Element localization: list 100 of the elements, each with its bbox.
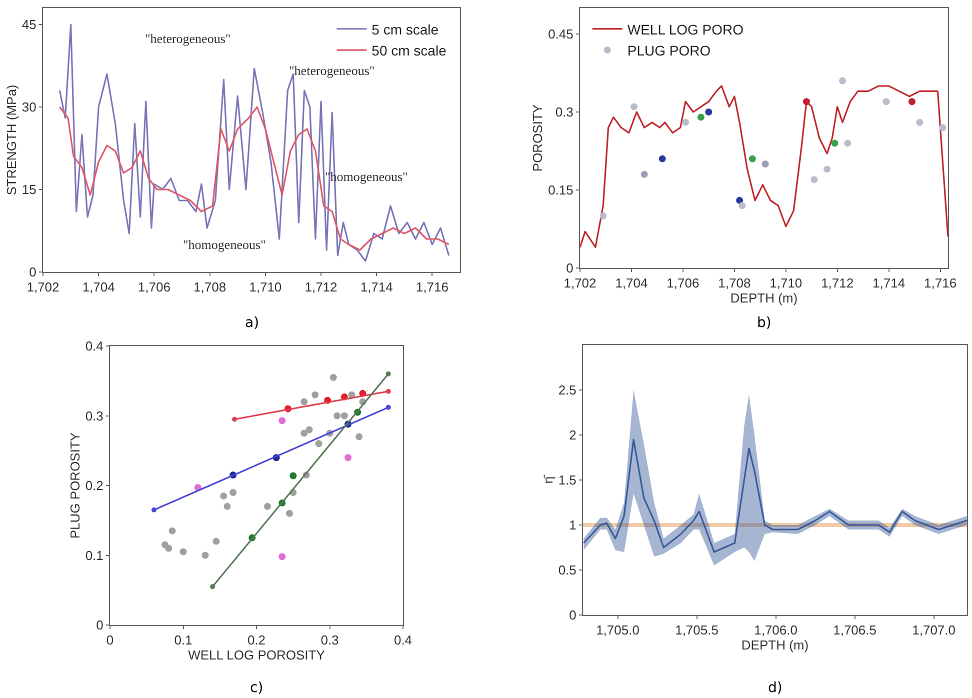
point (738, 202, 746, 210)
x-tick-label: 1,705.5 (675, 622, 718, 638)
x-tick-label: 1,706 (138, 280, 170, 295)
point (300, 430, 308, 437)
point (151, 507, 156, 512)
point (386, 388, 391, 394)
y-tick-label: 0 (569, 608, 576, 623)
point (264, 502, 271, 510)
y-tick-label: 0.45 (548, 26, 574, 42)
x-tick-label: 1,708 (194, 280, 226, 295)
annotation: "heterogeneous" (289, 63, 375, 78)
text: d) (768, 680, 782, 696)
y-axis-title: POROSITY (530, 104, 546, 172)
text: b) (757, 315, 772, 331)
point (939, 124, 946, 132)
y-tick-label: 45 (22, 17, 36, 32)
line-series (580, 85, 948, 248)
point (908, 98, 916, 106)
x-tick-label: 0.1 (174, 632, 192, 648)
y-tick-label: 0.5 (558, 562, 576, 578)
point (386, 371, 391, 376)
x-tick-label: 0.2 (247, 632, 266, 648)
point (202, 552, 209, 559)
legend-label: 5 cm scale (372, 21, 439, 38)
x-tick-label: 1,706 (666, 276, 700, 291)
point (165, 544, 172, 552)
x-tick-label: 0.3 (320, 632, 339, 648)
line-series (58, 24, 450, 262)
legend-label: PLUG PORO (627, 42, 711, 58)
point (682, 118, 690, 126)
y-tick-label: 0 (566, 260, 574, 276)
x-tick-label: 1,707.0 (912, 622, 956, 638)
text: a) (245, 315, 260, 331)
point (224, 502, 231, 510)
point (824, 166, 831, 173)
point (916, 118, 924, 126)
point (330, 374, 337, 381)
line-series (58, 106, 450, 251)
line-series (583, 438, 967, 553)
point (386, 404, 391, 410)
point (356, 433, 363, 440)
x-tick-label: 1,714 (872, 276, 906, 291)
point (600, 212, 607, 220)
y-tick-label: 0.3 (85, 408, 104, 424)
y-tick-label: 15 (22, 182, 36, 198)
x-axis-title: WELL LOG POROSITY (188, 648, 326, 663)
annotation: "homogeneous" (183, 237, 266, 252)
x-tick-label: 1,704 (615, 276, 648, 291)
point (306, 426, 313, 434)
x-axis-title: DEPTH (m) (741, 638, 809, 653)
x-tick-label: 1,708 (718, 276, 751, 291)
x-tick-label: 1,712 (304, 280, 338, 295)
point (658, 155, 666, 162)
y-tick-label: 0.3 (555, 104, 574, 120)
y-tick-label: 30 (22, 100, 36, 115)
point (810, 176, 818, 184)
legend-label: WELL LOG PORO (627, 21, 744, 38)
point (697, 114, 704, 121)
point (831, 140, 838, 147)
x-tick-label: 1,702 (26, 280, 60, 295)
point (838, 77, 846, 84)
x-tick-label: 1,704 (82, 280, 115, 295)
point (705, 108, 712, 116)
point (748, 155, 756, 162)
x-tick-label: 1,712 (821, 276, 854, 291)
x-tick-label: 1,702 (564, 276, 596, 291)
point (844, 140, 852, 147)
point (802, 98, 810, 106)
point (312, 391, 319, 398)
point (278, 553, 286, 560)
y-tick-label: 0 (29, 264, 36, 280)
y-tick-label: 0.4 (85, 338, 104, 354)
point (340, 412, 348, 420)
x-tick-label: 1,716 (416, 280, 448, 295)
point (882, 98, 890, 106)
x-tick-label: 1,710 (249, 280, 282, 295)
point (315, 440, 322, 448)
point (210, 584, 216, 590)
y-tick-label: 2 (569, 428, 576, 443)
y-tick-label: 0.2 (85, 478, 104, 494)
point (334, 412, 341, 420)
y-axis-title: η̄ (540, 474, 556, 484)
x-tick-label: 1,706.5 (833, 622, 876, 638)
x-tick-label: 1,716 (924, 276, 957, 291)
point (180, 548, 187, 556)
point (232, 416, 238, 422)
y-axis-title: STRENGTH (MPa) (4, 84, 19, 196)
point (286, 510, 293, 517)
point (640, 170, 648, 178)
y-tick-label: 0.15 (548, 182, 574, 198)
x-tick-label: 0.4 (394, 632, 412, 648)
y-tick-label: 2.5 (558, 382, 576, 398)
text: c) (250, 680, 264, 696)
x-tick-label: 1,710 (770, 276, 802, 291)
annotation: "heterogeneous" (145, 31, 231, 46)
point (762, 160, 769, 168)
y-tick-label: 1.5 (558, 472, 576, 488)
legend-label: 50 cm scale (372, 42, 447, 59)
point (220, 492, 228, 500)
point (300, 398, 308, 406)
